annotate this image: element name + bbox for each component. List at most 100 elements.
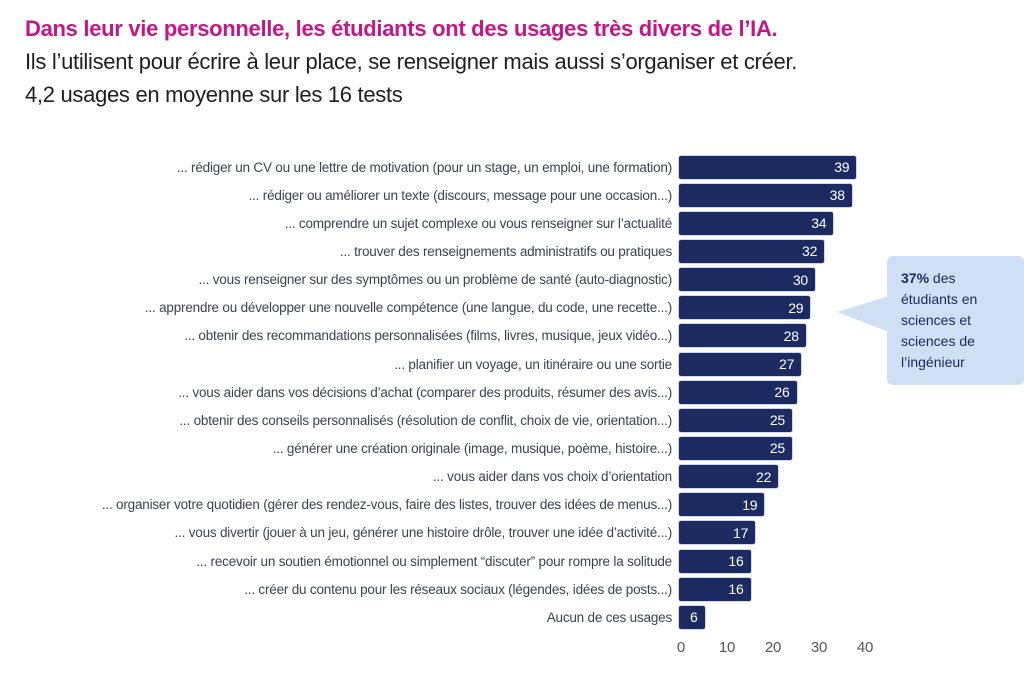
bar-value-label: 19: [742, 496, 758, 513]
chart-row: ... organiser votre quotidien (gérer des…: [0, 491, 1024, 519]
bar-track: 29: [678, 295, 1019, 321]
bar-track: 26: [678, 379, 1019, 405]
bar: 29: [678, 295, 812, 321]
bar-value-label: 6: [690, 609, 698, 626]
bar-track: 28: [678, 323, 1019, 349]
chart-row: ... créer du contenu pour les réseaux so…: [0, 575, 1024, 603]
bar: 27: [678, 351, 803, 377]
bar: 38: [678, 182, 853, 208]
callout-highlight: 37%: [901, 270, 930, 286]
bar-label: ... recevoir un soutien émotionnel ou si…: [196, 553, 672, 569]
chart-row: ... vous aider dans vos décisions d’acha…: [0, 378, 1024, 406]
bar-value-label: 34: [811, 215, 827, 232]
bar-label: ... vous divertir (jouer à un jeu, génér…: [174, 525, 673, 541]
chart-row: ... obtenir des conseils personnalisés (…: [0, 406, 1024, 434]
bar-value-label: 39: [834, 159, 850, 176]
header: Dans leur vie personnelle, les étudiants…: [25, 12, 1016, 111]
bar-label: ... vous aider dans vos décisions d’acha…: [178, 384, 672, 400]
bar-track: 30: [678, 267, 1019, 293]
bar: 16: [678, 548, 752, 574]
bar-label: ... trouver des renseignements administr…: [339, 243, 672, 259]
bar: 16: [678, 576, 752, 602]
x-axis-tick: 0: [676, 639, 686, 657]
bar-track: 6: [678, 604, 1019, 630]
bar-value-label: 16: [728, 581, 744, 598]
bar-label: ... organiser votre quotidien (gérer des…: [101, 497, 672, 513]
bar-track: 17: [678, 520, 1019, 546]
bar-value-label: 28: [783, 327, 799, 344]
bar-value-label: 22: [756, 468, 772, 485]
bar: 28: [678, 323, 807, 349]
bar-value-label: 27: [779, 356, 795, 373]
bar-value-label: 25: [769, 440, 785, 457]
chart-row: ... vous aider dans vos choix d’orientat…: [0, 463, 1024, 491]
bar: 22: [678, 464, 780, 490]
bar-track: 25: [678, 407, 1019, 433]
bar-label: Aucun de ces usages: [546, 609, 672, 625]
bar-label: ... apprendre ou développer une nouvelle…: [144, 300, 672, 316]
bar: 19: [678, 492, 766, 518]
chart-row: ... vous renseigner sur des symptômes ou…: [0, 266, 1024, 294]
bar-track: 16: [678, 548, 1019, 574]
x-axis: 0 10 20 30 40: [676, 637, 1024, 663]
bar-value-label: 16: [728, 553, 744, 570]
bar-value-label: 30: [792, 271, 808, 288]
callout-bubble: 37% des étudiants en sciences et science…: [837, 256, 1024, 385]
bar: 25: [678, 407, 793, 433]
bar-label: ... rédiger ou améliorer un texte (disco…: [248, 187, 673, 203]
bar-track: 27: [678, 351, 1019, 377]
chart-row: ... apprendre ou développer une nouvelle…: [0, 294, 1024, 322]
bar-label: ... vous aider dans vos choix d’orientat…: [432, 469, 672, 485]
bar: 32: [678, 238, 826, 264]
bar-track: 38: [678, 182, 1019, 208]
chart-row: ... planifier un voyage, un itinéraire o…: [0, 350, 1024, 378]
chart-row: ... vous divertir (jouer à un jeu, génér…: [0, 519, 1024, 547]
bar-label: ... obtenir des recommandations personna…: [184, 328, 672, 344]
bar-track: 22: [678, 464, 1019, 490]
subtitle-line-2: 4,2 usages en moyenne sur les 16 tests: [25, 82, 403, 107]
x-axis-tick: 10: [718, 639, 736, 657]
bar-track: 16: [678, 576, 1019, 602]
bar-label: ... générer une création originale (imag…: [272, 440, 672, 456]
chart-row: ... recevoir un soutien émotionnel ou si…: [0, 547, 1024, 575]
bar: 30: [678, 267, 816, 293]
bar-track: 32: [678, 238, 1019, 264]
bar: 17: [678, 520, 757, 546]
bar-value-label: 38: [829, 187, 845, 204]
bar-value-label: 32: [802, 243, 818, 260]
bar-label: ... créer du contenu pour les réseaux so…: [244, 581, 672, 597]
chart-row: ... rédiger ou améliorer un texte (disco…: [0, 181, 1024, 209]
bar-track: 25: [678, 435, 1019, 461]
chart-row: ... comprendre un sujet complexe ou vous…: [0, 209, 1024, 237]
bar-track: 34: [678, 210, 1019, 236]
callout-text: des étudiants en sciences et sciences de…: [901, 270, 978, 370]
bar-value-label: 26: [774, 384, 790, 401]
bar-track: 39: [678, 154, 1019, 180]
chart-row: ... trouver des renseignements administr…: [0, 237, 1024, 265]
bar: 6: [678, 604, 706, 630]
bar: 34: [678, 210, 835, 236]
bar-track: 19: [678, 492, 1019, 518]
x-axis-tick: 30: [810, 639, 828, 657]
bar-label: ... comprendre un sujet complexe ou vous…: [284, 215, 673, 231]
bar-label: ... planifier un voyage, un itinéraire o…: [394, 356, 672, 372]
chart-row: ... obtenir des recommandations personna…: [0, 322, 1024, 350]
bar-label: ... rédiger un CV ou une lettre de motiv…: [176, 159, 672, 175]
subtitle-line-1: Ils l’utilisent pour écrire à leur place…: [25, 49, 798, 74]
bar-label: ... obtenir des conseils personnalisés (…: [179, 412, 672, 428]
x-axis-tick: 20: [764, 639, 782, 657]
bar-label: ... vous renseigner sur des symptômes ou…: [198, 272, 673, 288]
page-title: Dans leur vie personnelle, les étudiants…: [25, 16, 778, 41]
chart-row: ... rédiger un CV ou une lettre de motiv…: [0, 153, 1024, 181]
bar: 25: [678, 435, 793, 461]
chart-row: ... générer une création originale (imag…: [0, 434, 1024, 462]
bar: 26: [678, 379, 798, 405]
chart-row: Aucun de ces usages 6: [0, 603, 1024, 631]
bar-value-label: 25: [769, 412, 785, 429]
x-axis-tick: 40: [856, 639, 874, 657]
bar-chart: ... rédiger un CV ou une lettre de motiv…: [0, 153, 1024, 663]
bar: 39: [678, 154, 858, 180]
chart-rows: ... rédiger un CV ou une lettre de motiv…: [0, 153, 1024, 631]
bar-value-label: 29: [788, 299, 804, 316]
